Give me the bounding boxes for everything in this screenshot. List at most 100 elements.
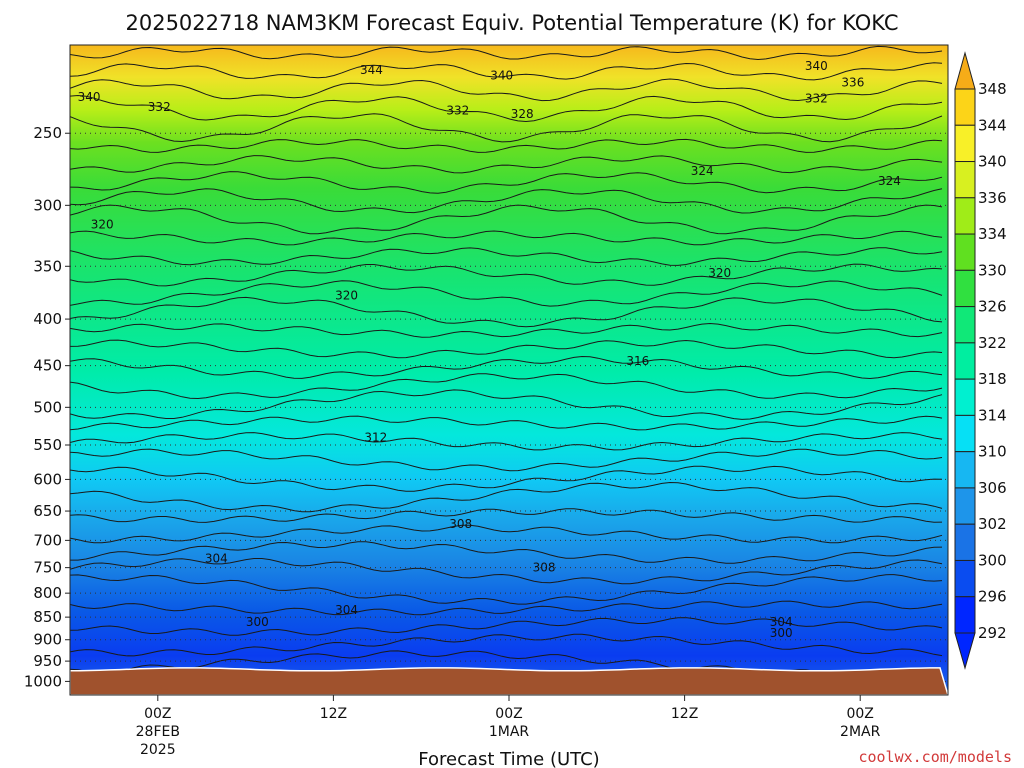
contour-label: 340 (490, 68, 513, 82)
contour-line (70, 524, 943, 544)
contour-line (70, 339, 943, 359)
contour-label: 340 (805, 59, 828, 73)
contour-label: 336 (841, 76, 864, 90)
y-tick-label: 450 (33, 357, 62, 375)
colorbar-swatch (954, 414, 976, 453)
colorbar: 348 344 340 336 334 330 326 322 318 314 310 306 302 3… (954, 51, 1007, 670)
x-axis: 00Z 28FEB 2025 12Z 00Z 1MAR 12Z 00Z 2MAR (136, 695, 881, 758)
contour-line (70, 45, 943, 61)
contour-line (70, 78, 943, 102)
y-tick-label: 350 (33, 257, 62, 275)
contour-label: 340 (78, 90, 101, 104)
contour-label: 300 (246, 615, 269, 629)
colorbar-swatch (954, 559, 976, 598)
contour-line (70, 296, 943, 328)
surface-ground (70, 667, 948, 695)
contour-line (70, 415, 943, 431)
colorbar-swatch (954, 451, 976, 489)
y-axis: 250 300 350 400 450 500 550 600 650 700 750 800 850 9… (24, 124, 70, 690)
y-tick-label: 500 (33, 398, 62, 416)
contour-lines (70, 45, 943, 677)
y-tick-label: 950 (33, 652, 62, 670)
contour-line (70, 155, 943, 174)
contour-line (70, 432, 943, 451)
x-tick-label: 1MAR (489, 724, 530, 740)
contour-label: 320 (91, 218, 114, 232)
y-tick-label: 600 (33, 470, 62, 488)
colorbar-level-label: 334 (978, 225, 1007, 243)
y-tick-label: 700 (33, 531, 62, 549)
x-tick-label: 00Z (144, 706, 171, 722)
colorbar-level-label: 336 (978, 189, 1007, 207)
contour-line (70, 574, 943, 605)
colorbar-max-arrow (954, 51, 976, 90)
colorbar-level-label: 296 (978, 588, 1007, 606)
contour-line (70, 465, 943, 492)
contour-label: 332 (446, 103, 469, 117)
contour-line (70, 204, 943, 235)
contour-line (70, 389, 943, 420)
contour-line (70, 263, 943, 287)
contour-line (70, 373, 943, 400)
contour-label: 304 (335, 603, 358, 617)
contour-line (70, 541, 943, 564)
contour-line (70, 448, 943, 472)
x-tick-label: 2025 (140, 742, 176, 758)
colorbar-swatch (954, 523, 976, 561)
contour-line (70, 650, 943, 677)
colorbar-swatch (954, 124, 976, 163)
contour-label: 332 (805, 92, 828, 106)
chart-title: 2025022718 NAM3KM Forecast Equiv. Potent… (125, 11, 898, 35)
contour-label: 332 (148, 100, 171, 114)
colorbar-min-arrow (954, 632, 976, 670)
colorbar-level-label: 348 (978, 80, 1007, 98)
contour-label: 312 (364, 431, 387, 445)
contour-line (70, 62, 943, 81)
colorbar-swatch (954, 378, 976, 416)
colorbar-level-label: 322 (978, 334, 1007, 352)
contour-line (70, 188, 943, 214)
colorbar-level-label: 344 (978, 116, 1007, 134)
contour-label: 320 (708, 266, 731, 280)
y-tick-label: 750 (33, 559, 62, 577)
colorbar-swatch (954, 269, 976, 308)
y-tick-label: 550 (33, 436, 62, 454)
contour-label: 328 (511, 107, 534, 121)
colorbar-swatch (954, 487, 976, 525)
contour-label: 324 (691, 164, 714, 178)
x-tick-label: 00Z (495, 706, 522, 722)
colorbar-swatch (954, 88, 976, 126)
contour-line (70, 280, 943, 307)
colorbar-level-label: 302 (978, 515, 1007, 533)
contour-label: 300 (770, 626, 793, 640)
y-tick-label: 400 (33, 310, 62, 328)
contour-label: 304 (770, 615, 793, 629)
contour-line (70, 558, 943, 585)
credit-link[interactable]: coolwx.com/models (858, 748, 1012, 766)
colorbar-swatch (954, 161, 976, 199)
colorbar-swatch (954, 233, 976, 271)
contour-line (70, 94, 943, 123)
contour-line (70, 322, 943, 338)
contour-label: 320 (335, 289, 358, 303)
colorbar-level-label: 306 (978, 479, 1007, 497)
y-tick-label: 250 (33, 124, 62, 142)
colorbar-swatch (954, 342, 976, 380)
y-tick-label: 900 (33, 631, 62, 649)
x-tick-label: 12Z (671, 706, 698, 722)
contour-line (70, 355, 943, 380)
contour-line (70, 138, 943, 153)
colorbar-level-label: 318 (978, 370, 1007, 388)
colorbar-level-label: 326 (978, 298, 1007, 316)
colorbar-level-label: 340 (978, 153, 1007, 171)
y-tick-label: 850 (33, 608, 62, 626)
contour-label: 324 (878, 174, 901, 188)
contour-line (70, 171, 943, 194)
y-tick-label: 650 (33, 502, 62, 520)
x-tick-label: 00Z (846, 706, 873, 722)
colorbar-swatch (954, 197, 976, 235)
colorbar-level-label: 314 (978, 406, 1007, 424)
theta-e-field (70, 45, 948, 695)
y-tick-label: 800 (33, 584, 62, 602)
